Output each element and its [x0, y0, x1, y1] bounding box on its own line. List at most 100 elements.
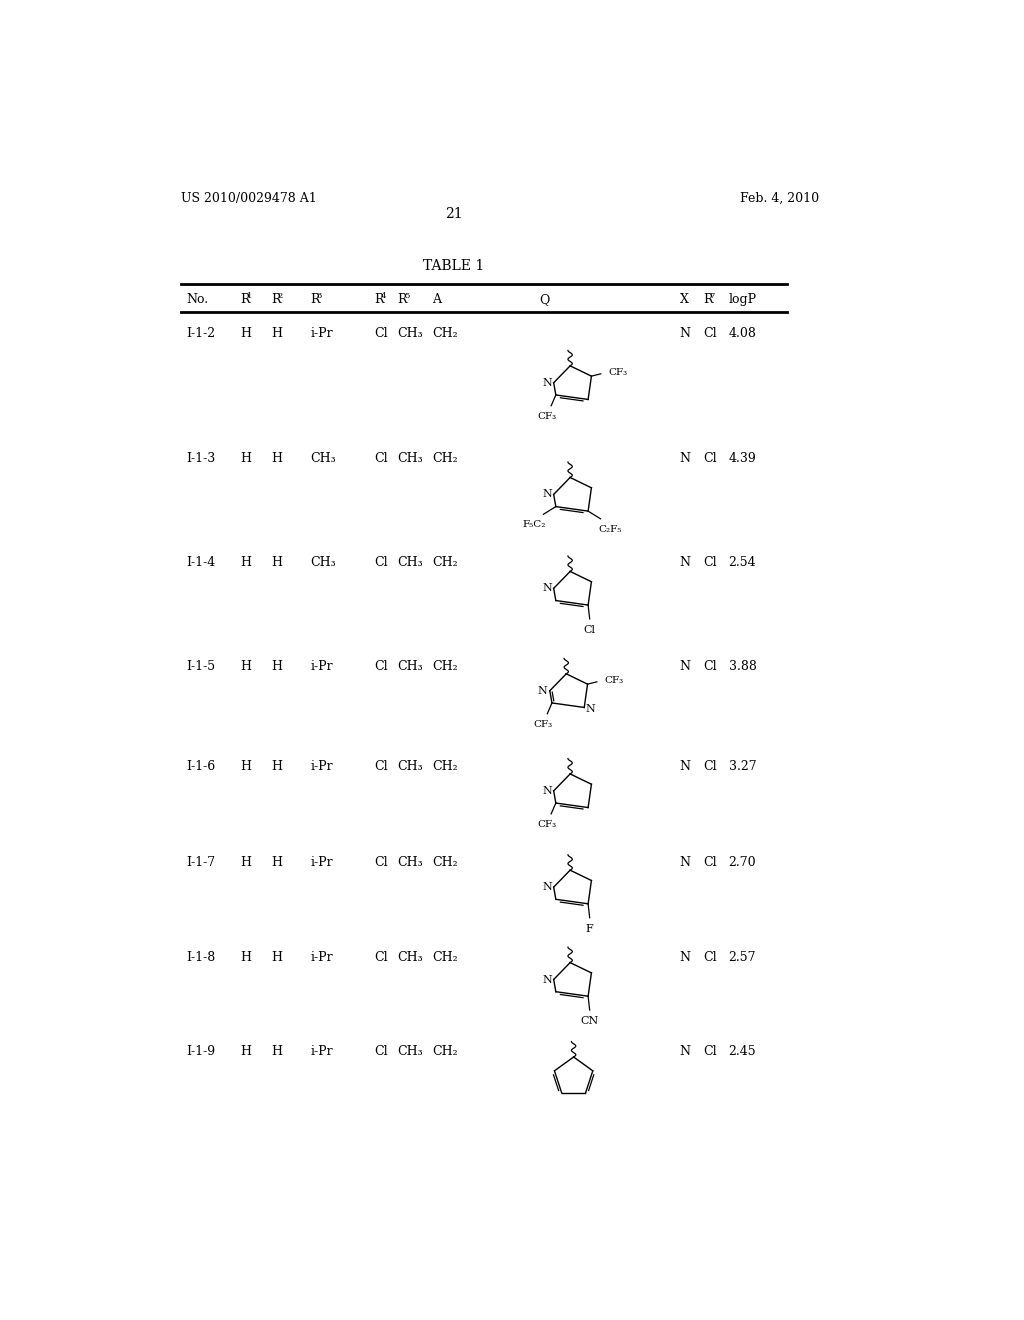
Text: N: N [680, 760, 691, 774]
Text: i-Pr: i-Pr [310, 1045, 333, 1059]
Text: I-1-8: I-1-8 [186, 952, 215, 964]
Text: 3: 3 [316, 292, 322, 300]
Text: Cl: Cl [375, 660, 388, 673]
Text: 4.39: 4.39 [729, 453, 757, 465]
Text: CH₃: CH₃ [397, 857, 423, 870]
Text: CH₃: CH₃ [397, 453, 423, 465]
Text: H: H [241, 952, 251, 964]
Text: N: N [680, 660, 691, 673]
Text: Cl: Cl [375, 952, 388, 964]
Text: N: N [543, 974, 552, 985]
Text: C₂F₅: C₂F₅ [598, 525, 622, 535]
Text: R: R [397, 293, 408, 306]
Text: H: H [271, 857, 283, 870]
Text: H: H [241, 660, 251, 673]
Text: N: N [543, 882, 552, 892]
Text: Feb. 4, 2010: Feb. 4, 2010 [740, 191, 819, 205]
Text: H: H [241, 760, 251, 774]
Text: CH₃: CH₃ [397, 952, 423, 964]
Text: Cl: Cl [584, 626, 596, 635]
Text: CF₃: CF₃ [604, 676, 624, 685]
Text: I-1-9: I-1-9 [186, 1045, 215, 1059]
Text: 4: 4 [381, 292, 386, 300]
Text: Cl: Cl [375, 857, 388, 870]
Text: Cl: Cl [703, 760, 717, 774]
Text: H: H [271, 1045, 283, 1059]
Text: H: H [271, 327, 283, 341]
Text: 2: 2 [278, 292, 283, 300]
Text: CH₂: CH₂ [432, 556, 458, 569]
Text: H: H [241, 556, 251, 569]
Text: CH₃: CH₃ [397, 660, 423, 673]
Text: CH₃: CH₃ [397, 760, 423, 774]
Text: Cl: Cl [703, 1045, 717, 1059]
Text: N: N [543, 378, 552, 388]
Text: CH₂: CH₂ [432, 1045, 458, 1059]
Text: 2.45: 2.45 [729, 1045, 757, 1059]
Text: Cl: Cl [375, 453, 388, 465]
Text: N: N [680, 556, 691, 569]
Text: TABLE 1: TABLE 1 [423, 259, 484, 273]
Text: R: R [703, 293, 713, 306]
Text: CF₃: CF₃ [534, 719, 552, 729]
Text: R: R [241, 293, 250, 306]
Text: Cl: Cl [703, 453, 717, 465]
Text: H: H [271, 952, 283, 964]
Text: Cl: Cl [703, 660, 717, 673]
Text: H: H [271, 453, 283, 465]
Text: N: N [543, 490, 552, 499]
Text: I-1-3: I-1-3 [186, 453, 215, 465]
Text: CF₃: CF₃ [537, 820, 556, 829]
Text: CH₃: CH₃ [397, 1045, 423, 1059]
Text: 4.08: 4.08 [729, 327, 757, 341]
Text: CH₂: CH₂ [432, 857, 458, 870]
Text: 7: 7 [710, 292, 715, 300]
Text: Cl: Cl [703, 952, 717, 964]
Text: N: N [543, 583, 552, 594]
Text: CH₃: CH₃ [397, 556, 423, 569]
Text: Cl: Cl [375, 327, 388, 341]
Text: N: N [680, 857, 691, 870]
Text: H: H [241, 327, 251, 341]
Text: Cl: Cl [375, 760, 388, 774]
Text: A: A [432, 293, 441, 306]
Text: Cl: Cl [375, 1045, 388, 1059]
Text: CF₃: CF₃ [608, 368, 628, 376]
Text: CF₃: CF₃ [537, 412, 556, 421]
Text: R: R [310, 293, 319, 306]
Text: N: N [680, 1045, 691, 1059]
Text: N: N [586, 704, 595, 714]
Text: i-Pr: i-Pr [310, 952, 333, 964]
Text: N: N [538, 686, 548, 696]
Text: 5: 5 [403, 292, 410, 300]
Text: 2.57: 2.57 [729, 952, 756, 964]
Text: I-1-7: I-1-7 [186, 857, 215, 870]
Text: i-Pr: i-Pr [310, 327, 333, 341]
Text: CH₃: CH₃ [310, 556, 336, 569]
Text: 3.88: 3.88 [729, 660, 757, 673]
Text: I-1-2: I-1-2 [186, 327, 215, 341]
Text: CH₂: CH₂ [432, 327, 458, 341]
Text: H: H [271, 660, 283, 673]
Text: Cl: Cl [375, 556, 388, 569]
Text: logP: logP [729, 293, 757, 306]
Text: F₅C₂: F₅C₂ [522, 520, 546, 529]
Text: H: H [241, 1045, 251, 1059]
Text: CH₂: CH₂ [432, 952, 458, 964]
Text: i-Pr: i-Pr [310, 760, 333, 774]
Text: I-1-4: I-1-4 [186, 556, 215, 569]
Text: CH₃: CH₃ [397, 327, 423, 341]
Text: CH₃: CH₃ [310, 453, 336, 465]
Text: R: R [375, 293, 384, 306]
Text: CH₂: CH₂ [432, 660, 458, 673]
Text: N: N [543, 785, 552, 796]
Text: I-1-5: I-1-5 [186, 660, 215, 673]
Text: 1: 1 [247, 292, 252, 300]
Text: X: X [680, 293, 689, 306]
Text: F: F [586, 924, 594, 933]
Text: CH₂: CH₂ [432, 453, 458, 465]
Text: H: H [271, 556, 283, 569]
Text: Cl: Cl [703, 556, 717, 569]
Text: i-Pr: i-Pr [310, 660, 333, 673]
Text: US 2010/0029478 A1: US 2010/0029478 A1 [180, 191, 316, 205]
